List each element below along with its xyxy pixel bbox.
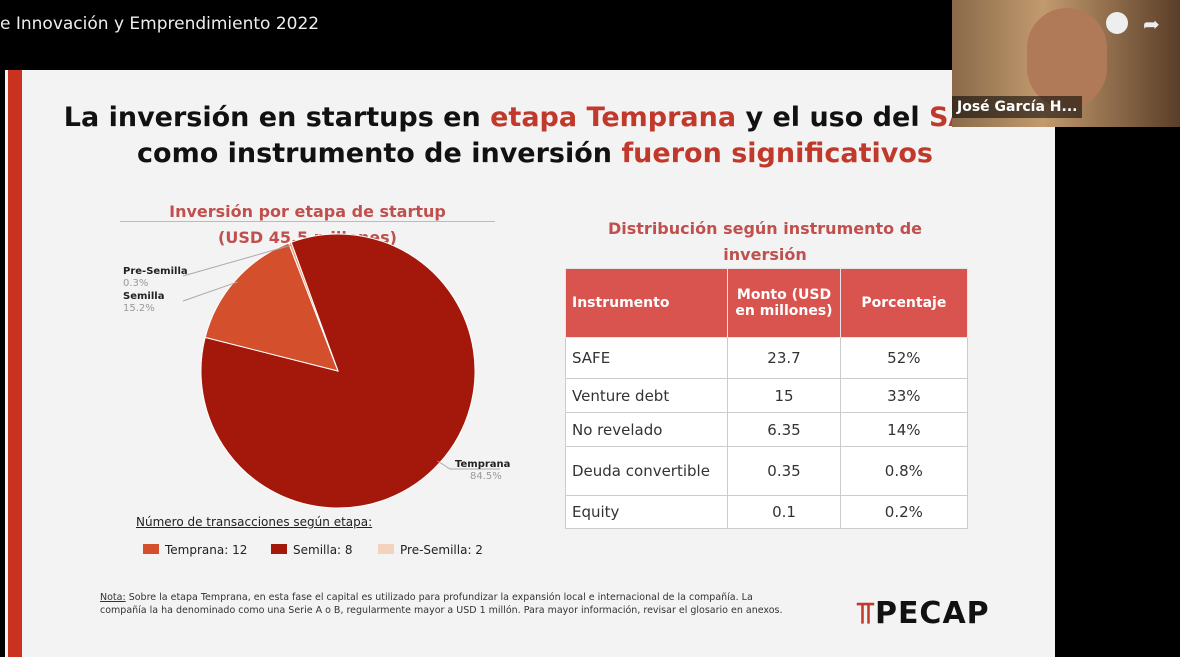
slice-value-label: 15.2% xyxy=(123,303,155,314)
legend-label: Temprana: 12 xyxy=(165,543,248,557)
callout-line xyxy=(182,244,292,277)
slice-value-label: 0.3% xyxy=(123,278,148,289)
table-cell: Deuda convertible xyxy=(564,446,729,496)
table-cell: No revelado xyxy=(564,412,729,447)
table-cell: 14% xyxy=(839,412,969,447)
title-part: etapa Temprana xyxy=(490,102,737,133)
legend-title: Número de transacciones según etapa: xyxy=(136,515,373,529)
table-row: SAFE 23.7 52% xyxy=(564,337,969,379)
legend-label: Pre-Semilla: 2 xyxy=(400,543,483,557)
slice-label: Pre-Semilla xyxy=(123,266,188,277)
video-title-bar: e Innovación y Emprendimiento 2022 xyxy=(0,0,1180,48)
legend-swatch xyxy=(271,544,287,554)
table-row: No revelado 6.35 14% xyxy=(564,412,969,447)
title-part: La inversión en startups en xyxy=(63,102,491,133)
table-cell: 0.35 xyxy=(727,446,841,496)
slide-accent xyxy=(8,70,22,657)
note: Nota: Sobre la etapa Temprana, en esta f… xyxy=(100,591,790,617)
legend-item: Pre-Semilla: 2 xyxy=(378,543,483,557)
callout-line xyxy=(437,460,500,470)
table-cell: 6.35 xyxy=(727,412,841,447)
table-cell: SAFE xyxy=(564,337,729,379)
title-part: y el uso del xyxy=(736,102,929,133)
title-part: como instrumento de inversión xyxy=(137,138,622,169)
table-cell: 0.8% xyxy=(839,446,969,496)
face xyxy=(1027,8,1107,108)
table-row: Venture debt 15 33% xyxy=(564,378,969,413)
pie-slice xyxy=(288,241,339,372)
table-cell: 0.2% xyxy=(839,495,969,529)
share-button[interactable]: ➦ xyxy=(1143,12,1160,36)
table-row: Deuda convertible 0.35 0.8% xyxy=(564,446,969,496)
watch-later-button[interactable] xyxy=(1106,12,1128,34)
table-cell: 15 xyxy=(727,378,841,413)
legend-label: Semilla: 8 xyxy=(293,543,353,557)
table-row: Equity 0.1 0.2% xyxy=(564,495,969,529)
title-part: fueron significativos xyxy=(621,138,933,169)
header-cell: Porcentaje xyxy=(839,268,969,338)
slice-label: Temprana xyxy=(455,459,510,470)
legend-item: Temprana: 12 xyxy=(143,543,247,557)
legend-item: Semilla: 8 xyxy=(271,543,353,557)
legend-swatch xyxy=(378,544,394,554)
header-cell: Instrumento xyxy=(564,268,729,338)
webcam-name: José García H... xyxy=(952,96,1083,118)
slice-label: Semilla xyxy=(123,291,164,302)
video-title[interactable]: e Innovación y Emprendimiento 2022 xyxy=(0,14,320,34)
callout-line xyxy=(182,281,238,302)
slide-title-line2: como instrumento de inversión fueron sig… xyxy=(60,138,1010,169)
webcam: José García H... xyxy=(952,0,1180,127)
table-cell: Equity xyxy=(564,495,729,529)
table-cell: Venture debt xyxy=(564,378,729,413)
table-cell: 0.1 xyxy=(727,495,841,529)
logo-text: PECAP xyxy=(874,596,990,631)
data-table: Instrumento Monto (USD en millones) Porcen… xyxy=(564,268,969,529)
chart-title: Inversión por etapa de startup xyxy=(120,202,495,222)
table-cell: 52% xyxy=(839,337,969,379)
legend-swatch xyxy=(143,544,159,554)
table-cell: 33% xyxy=(839,378,969,413)
slice-value-label: 84.5% xyxy=(470,471,502,482)
legend: Temprana: 12 Semilla: 8 Pre-Semilla: 2 xyxy=(143,543,503,561)
pie-slice xyxy=(204,242,339,372)
note-text: Sobre la etapa Temprana, en esta fase el… xyxy=(100,592,783,616)
table-cell: 23.7 xyxy=(727,337,841,379)
table-header-row: Instrumento Monto (USD en millones) Porcen… xyxy=(564,268,969,338)
note-label: Nota: xyxy=(100,592,126,603)
logo: ⫪PECAP xyxy=(857,596,990,631)
header-cell: Monto (USD en millones) xyxy=(727,268,841,338)
table-title: Distribución según instrumento de invers… xyxy=(607,219,922,264)
